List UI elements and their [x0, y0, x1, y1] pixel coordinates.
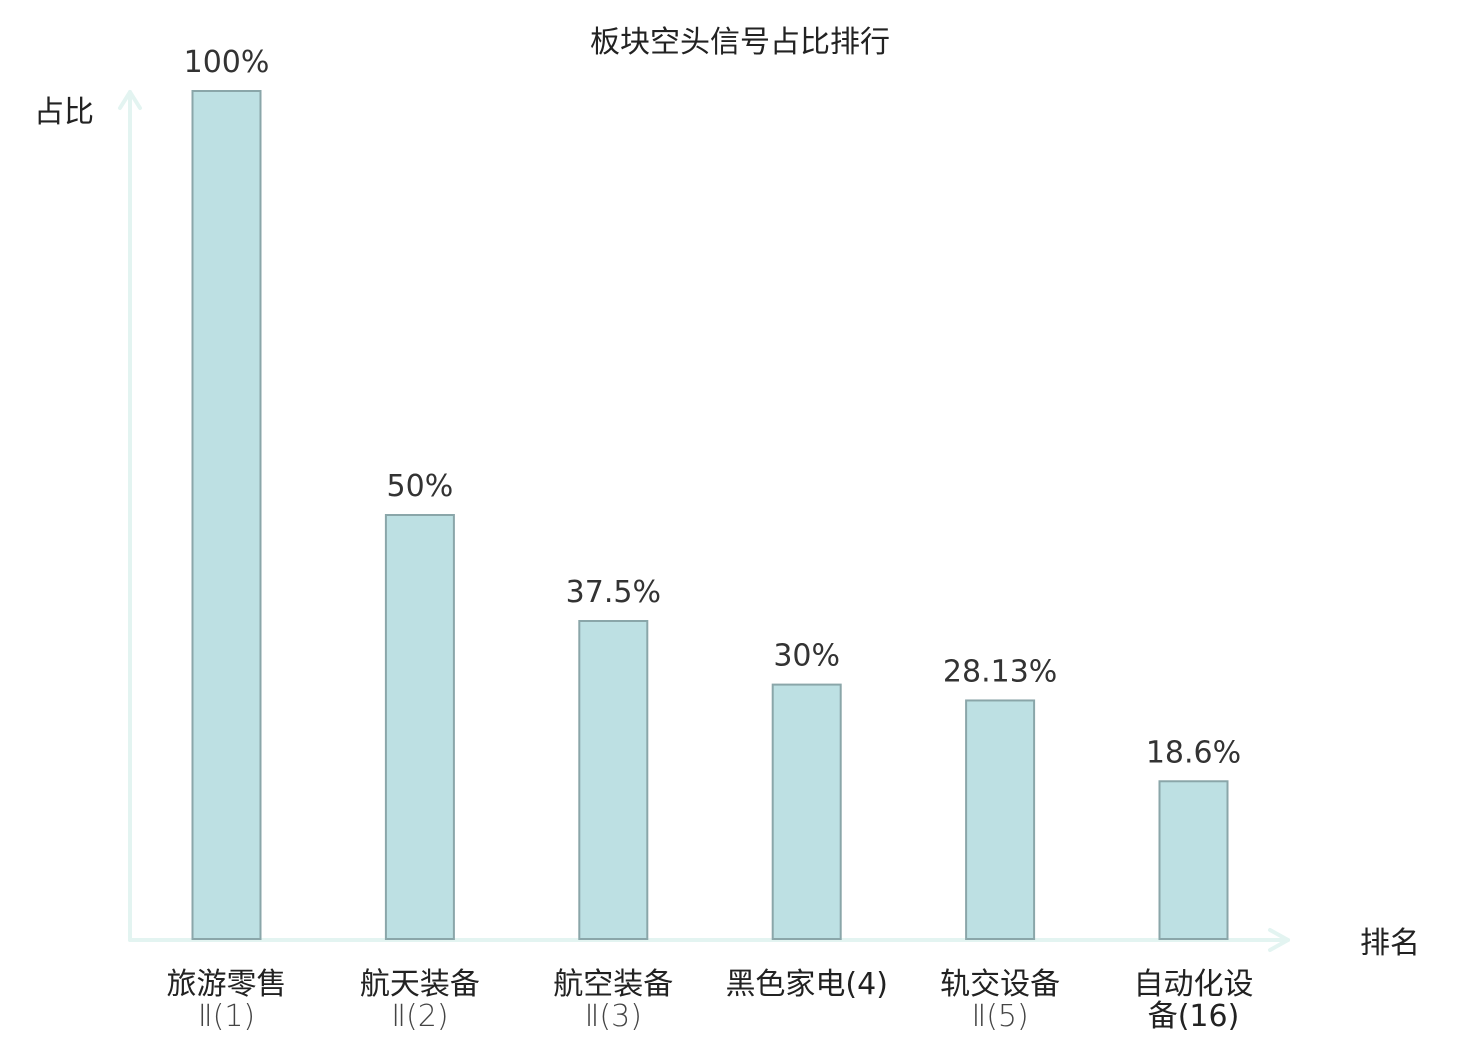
category-label: 航天装备 Ⅱ(2) [360, 967, 480, 1034]
chart-title: 板块空头信号占比排行 [590, 25, 890, 60]
category-label-line: Ⅱ(3) [585, 999, 642, 1034]
bar-value-label: 100% [184, 45, 270, 80]
category-label: 黑色家电(4) [725, 967, 888, 1002]
y-axis-arrow-icon [118, 90, 142, 110]
category-label-line: 旅游零售 [167, 967, 287, 1002]
category-label-line: Ⅱ(2) [391, 999, 448, 1034]
bar-value-label: 18.6% [1146, 735, 1241, 770]
category-label: 旅游零售 Ⅱ(1) [167, 967, 287, 1034]
axes [118, 90, 1290, 952]
bar-value-label: 28.13% [943, 654, 1057, 689]
x-axis-arrow-icon [1268, 928, 1290, 952]
category-label-line: Ⅱ(5) [971, 999, 1028, 1034]
y-axis-label: 占比 [34, 95, 94, 130]
bar [965, 699, 1036, 940]
category-labels-group: 旅游零售 Ⅱ(1) 航天装备 Ⅱ(2) 航空装备 Ⅱ(3) 黑色家电(4) 轨交设备 Ⅱ(5) 自… [167, 967, 1254, 1034]
bar-value-label: 50% [387, 469, 454, 504]
bars-group [191, 90, 1229, 940]
bar [1158, 780, 1229, 940]
category-label: 航空装备 Ⅱ(3) [553, 967, 673, 1034]
category-label-line: Ⅱ(1) [198, 999, 255, 1034]
bar [771, 683, 842, 940]
bar [191, 90, 262, 940]
bar [384, 514, 455, 940]
category-label-line: 黑色家电(4) [725, 967, 888, 1002]
category-label: 自动化设备(16) [1134, 967, 1254, 1034]
category-label: 轨交设备 Ⅱ(5) [940, 967, 1060, 1034]
category-label-line: 航天装备 [360, 967, 480, 1002]
category-label-line: 轨交设备 [940, 967, 1060, 1002]
x-axis-label: 排名 [1360, 926, 1420, 961]
category-label-line: 自动化设 [1134, 967, 1254, 1002]
category-label-line: 航空装备 [553, 967, 673, 1002]
bar [578, 620, 649, 940]
bar-value-label: 37.5% [566, 575, 661, 610]
category-label-line: 备(16) [1148, 999, 1240, 1034]
bar-value-label: 30% [773, 639, 840, 674]
value-labels-group: 100% 50% 37.5% 30% 28.13% 18.6% [184, 45, 1242, 770]
